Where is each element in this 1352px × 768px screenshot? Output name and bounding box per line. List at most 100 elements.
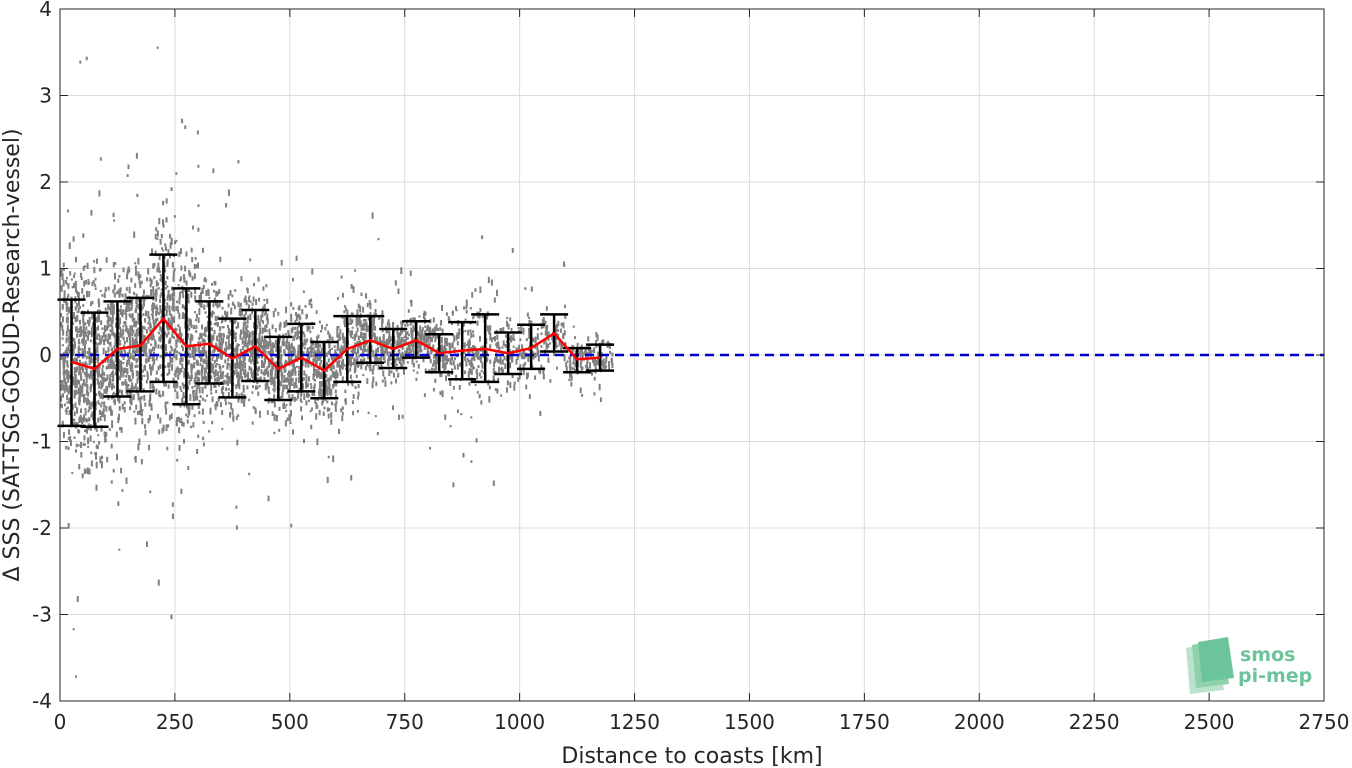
scatter-point (480, 358, 483, 363)
scatter-point (474, 350, 477, 354)
scatter-point (170, 238, 173, 245)
scatter-point (488, 385, 491, 390)
scatter-point (159, 238, 162, 245)
scatter-point (92, 378, 95, 386)
scatter-point (119, 305, 122, 308)
scatter-point (242, 353, 245, 361)
scatter-point (204, 368, 207, 374)
scatter-point (537, 354, 540, 362)
scatter-point (441, 356, 444, 362)
scatter-point (126, 384, 129, 391)
scatter-point (215, 354, 218, 362)
scatter-point (289, 377, 292, 381)
scatter-point (109, 324, 112, 327)
scatter-point (274, 308, 277, 312)
scatter-point (227, 388, 230, 391)
scatter-point (372, 324, 375, 330)
scatter-point (327, 330, 330, 335)
scatter-point (84, 429, 87, 433)
scatter-point (200, 303, 203, 309)
scatter-point (239, 373, 242, 379)
scatter-point (150, 343, 153, 346)
scatter-point (237, 344, 240, 347)
scatter-point (382, 355, 385, 361)
scatter-point (244, 371, 247, 379)
scatter-point (429, 358, 432, 364)
scatter-point (539, 370, 542, 375)
scatter-point (141, 344, 144, 350)
scatter-point (544, 325, 547, 329)
scatter-point (106, 325, 109, 331)
scatter-point (408, 343, 411, 349)
scatter-point (205, 278, 208, 283)
scatter-point (248, 472, 251, 476)
scatter-point (75, 326, 78, 330)
scatter-point (240, 399, 243, 404)
scatter-point (315, 310, 318, 314)
scatter-point (239, 302, 242, 308)
scatter-point (214, 403, 217, 408)
scatter-point (81, 329, 84, 334)
scatter-point (90, 327, 93, 332)
scatter-point (325, 380, 328, 387)
scatter-point (470, 416, 473, 419)
scatter-point (390, 358, 393, 361)
scatter-point (67, 336, 70, 342)
scatter-point (133, 340, 136, 345)
scatter-point (204, 277, 207, 280)
scatter-point (518, 372, 521, 380)
scatter-point (94, 287, 97, 290)
scatter-point (310, 407, 313, 411)
scatter-point (126, 269, 129, 275)
scatter-point (375, 348, 378, 353)
scatter-point (212, 334, 215, 340)
scatter-point (76, 290, 79, 295)
scatter-point (122, 309, 125, 315)
scatter-point (79, 272, 82, 278)
scatter-point (611, 362, 614, 369)
scatter-point (520, 352, 523, 360)
scatter-point (441, 304, 444, 311)
scatter-point (118, 326, 121, 330)
scatter-point (72, 349, 75, 357)
scatter-point (220, 332, 223, 339)
x-tick-label: 1000 (494, 710, 545, 734)
scatter-point (524, 287, 527, 290)
scatter-point (212, 348, 215, 354)
scatter-point (214, 364, 217, 368)
scatter-point (247, 339, 250, 345)
scatter-point (427, 324, 430, 332)
scatter-point (88, 359, 91, 366)
scatter-point (443, 344, 446, 350)
scatter-point (602, 358, 605, 365)
scatter-point (91, 373, 94, 380)
scatter-point (149, 284, 152, 288)
scatter-point (95, 484, 98, 491)
scatter-point (384, 360, 387, 363)
scatter-point (601, 367, 604, 371)
scatter-point (159, 273, 162, 277)
scatter-point (193, 355, 196, 360)
scatter-point (405, 331, 408, 336)
scatter-point (156, 317, 159, 322)
scatter-point (241, 338, 244, 345)
scatter-point (607, 361, 610, 366)
scatter-point (378, 315, 381, 320)
scatter-point (407, 309, 410, 313)
scatter-point (292, 429, 295, 435)
scatter-point (350, 475, 353, 481)
scatter-point (315, 413, 318, 420)
scatter-point (109, 378, 112, 386)
scatter-point (119, 340, 122, 343)
scatter-point (202, 436, 205, 441)
scatter-point (328, 341, 331, 348)
scatter-point (160, 277, 163, 281)
scatter-point (72, 421, 75, 426)
scatter-point (258, 414, 261, 418)
scatter-point (596, 334, 599, 342)
scatter-point (339, 368, 342, 372)
scatter-point (141, 334, 144, 337)
scatter-point (386, 321, 389, 326)
scatter-point (74, 280, 77, 286)
scatter-point (392, 372, 395, 378)
